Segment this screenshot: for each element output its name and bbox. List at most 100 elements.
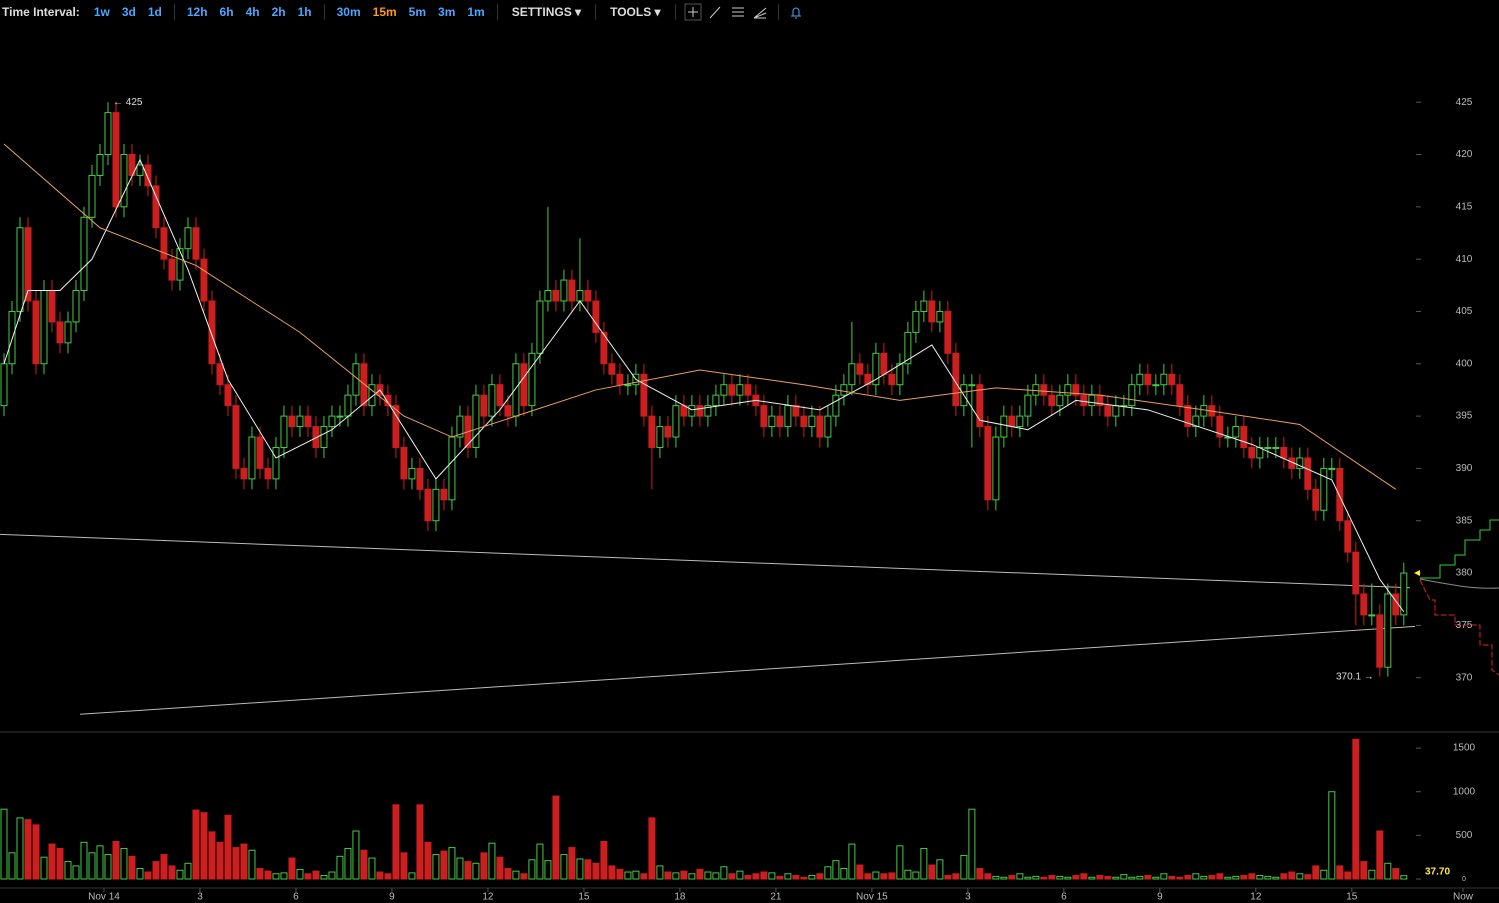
volume-bar	[464, 861, 472, 880]
candle-body	[488, 384, 496, 417]
interval-button[interactable]: 1w	[93, 5, 110, 19]
candle-body	[320, 426, 328, 448]
volume-bar	[632, 870, 640, 880]
candle-body	[240, 467, 248, 480]
interval-button[interactable]: 6h	[219, 5, 234, 19]
candle-body	[736, 384, 744, 396]
volume-bar	[320, 875, 328, 880]
volume-bar	[224, 814, 232, 880]
volume-bar	[264, 870, 272, 880]
x-tick-label: 3	[965, 892, 971, 903]
volume-bar	[368, 857, 376, 880]
volume-bar	[1232, 875, 1240, 880]
interval-button[interactable]: 2h	[271, 5, 286, 19]
interval-button[interactable]: 4h	[245, 5, 260, 19]
interval-button[interactable]: 5m	[408, 5, 427, 19]
interval-button[interactable]: 1d	[147, 5, 162, 19]
candle-body	[152, 185, 160, 229]
volume-bar	[768, 872, 776, 880]
candle-body	[552, 290, 560, 302]
volume-bar	[1008, 875, 1016, 880]
volume-bar	[272, 873, 280, 880]
volume-bar	[1072, 875, 1080, 880]
settings-text: SETTINGS	[511, 5, 572, 19]
volume-bar	[1208, 875, 1216, 880]
interval-button[interactable]: 30m	[336, 5, 361, 19]
interval-button[interactable]: 1m	[467, 5, 485, 19]
candle-body	[1264, 446, 1272, 449]
interval-button[interactable]: 3m	[438, 5, 456, 19]
candle-body	[1352, 551, 1360, 595]
volume-bar	[568, 847, 576, 880]
candle-body	[1360, 593, 1368, 616]
volume-bar	[664, 871, 672, 880]
candle-body	[696, 405, 704, 417]
candle-body	[336, 415, 344, 418]
candle-body	[448, 436, 456, 501]
candle-body	[840, 384, 848, 396]
volume-bar	[512, 870, 520, 880]
candle-body	[264, 467, 272, 480]
candle-body	[1008, 415, 1016, 428]
tools-text: TOOLS	[610, 5, 652, 19]
separator	[777, 4, 779, 20]
interval-button[interactable]: 15m	[372, 5, 397, 19]
volume-bar	[200, 812, 208, 880]
volume-bar	[48, 843, 56, 880]
candle-body	[1272, 446, 1280, 449]
candle-body	[416, 467, 424, 490]
volume-bar	[192, 809, 200, 880]
volume-bar	[1272, 876, 1280, 880]
interval-button[interactable]: 12h	[186, 5, 208, 19]
y-tick-label: 395	[1456, 411, 1473, 422]
candle-body	[192, 227, 200, 260]
candle-body	[1216, 415, 1224, 438]
volume-bar	[1032, 875, 1040, 880]
crosshair-tool[interactable]	[684, 3, 702, 21]
alert-button[interactable]	[785, 3, 805, 21]
candle-body	[1192, 415, 1200, 428]
candle-body	[456, 415, 464, 438]
tools-menu[interactable]: TOOLS ▾	[610, 5, 661, 19]
candle-body	[504, 405, 512, 417]
volume-bar	[872, 871, 880, 880]
fan-tool[interactable]	[753, 7, 766, 19]
volume-bar	[1040, 876, 1048, 880]
volume-bar	[312, 870, 320, 880]
volume-bar	[112, 840, 120, 880]
candle-body	[672, 405, 680, 438]
volume-bar	[840, 868, 848, 880]
candle-body	[80, 216, 88, 292]
volume-bar	[352, 830, 360, 880]
candle-body	[528, 352, 536, 407]
volume-bar	[152, 861, 160, 880]
volume-bar	[1120, 874, 1128, 880]
candle-body	[848, 363, 856, 386]
candle-body	[392, 405, 400, 448]
volume-bar	[424, 841, 432, 880]
volume-bar	[624, 871, 632, 880]
interval-button[interactable]: 3d	[121, 5, 136, 19]
volume-bar	[1280, 873, 1288, 880]
hline-tool[interactable]	[731, 7, 744, 17]
candle-body	[400, 446, 408, 480]
volume-bar	[912, 871, 920, 880]
x-tick-label: 12	[1250, 892, 1262, 903]
interval-groups: 1w 3d 1d 12h 6h 4h 2h 1h 30m 15m 5m 3m 1m	[88, 4, 491, 20]
candle-body	[1152, 384, 1160, 387]
line-tool[interactable]	[709, 6, 720, 19]
candle-body	[48, 290, 56, 323]
candle-body	[664, 426, 672, 438]
candle-body	[1000, 415, 1008, 438]
volume-bar	[1288, 871, 1296, 880]
separator	[595, 4, 597, 20]
candle-body	[296, 415, 304, 428]
volume-bar	[1224, 876, 1232, 880]
candle-body	[72, 290, 80, 323]
interval-button[interactable]: 1h	[297, 5, 312, 19]
volume-tick-label: 500	[1456, 830, 1473, 841]
price-annotation: 370.1 →	[1336, 671, 1374, 682]
settings-menu[interactable]: SETTINGS ▾	[511, 5, 582, 19]
volume-bar	[72, 865, 80, 880]
volume-bar	[816, 873, 824, 880]
